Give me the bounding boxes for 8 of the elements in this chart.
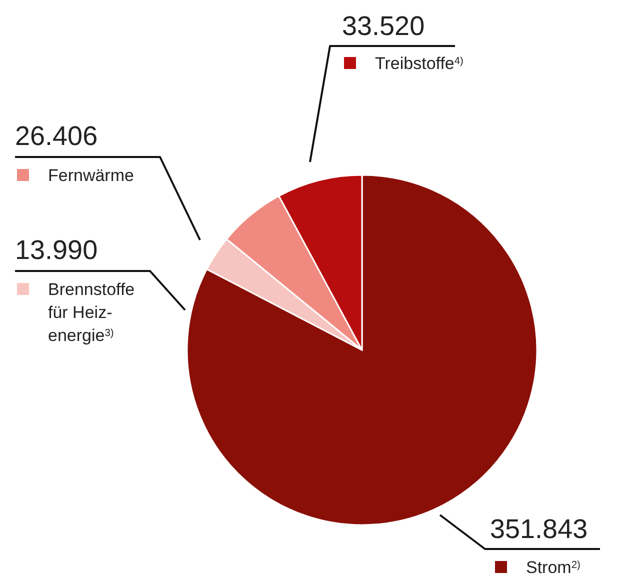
data-label: 351.843 — [490, 514, 588, 544]
data-label: 26.406 — [15, 121, 98, 151]
legend-label: Treibstoffe$^{4)}$ — [375, 54, 464, 73]
data-label: 13.990 — [15, 235, 98, 265]
data-label: 33.520 — [342, 11, 425, 41]
legend-label: Brennstoffe für Heiz-energie$^{3)}$ — [48, 280, 135, 345]
legend-label: Strom$^{2)}$ — [526, 558, 580, 577]
legend-label: Fernwärme — [48, 166, 134, 185]
